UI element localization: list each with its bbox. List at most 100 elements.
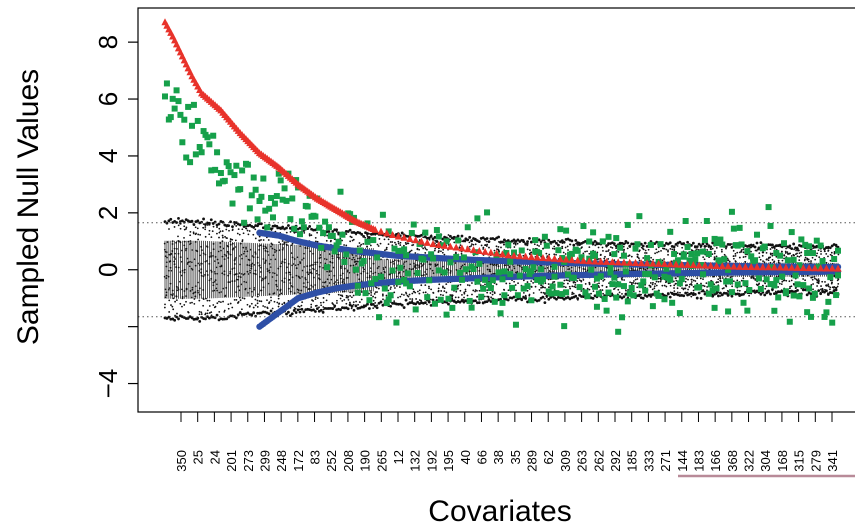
null-point bbox=[425, 248, 428, 251]
null-point bbox=[798, 259, 801, 262]
null-point bbox=[197, 281, 199, 284]
null-point bbox=[220, 291, 223, 293]
null-point bbox=[191, 261, 193, 264]
null-point bbox=[434, 263, 437, 266]
null-point bbox=[181, 249, 183, 252]
null-point bbox=[740, 279, 743, 282]
null-point bbox=[441, 265, 444, 268]
null-point bbox=[549, 271, 552, 273]
null-point bbox=[206, 245, 208, 248]
null-point bbox=[243, 273, 246, 275]
null-point bbox=[281, 225, 285, 229]
null-point bbox=[422, 247, 425, 250]
null-point bbox=[305, 286, 307, 289]
null-point bbox=[238, 233, 241, 236]
null-point bbox=[265, 247, 268, 250]
null-point bbox=[507, 289, 510, 292]
null-point bbox=[276, 301, 279, 304]
null-point bbox=[350, 296, 353, 299]
null-point bbox=[360, 291, 363, 293]
null-point bbox=[807, 258, 810, 261]
null-point bbox=[630, 283, 633, 286]
null-point bbox=[231, 242, 234, 245]
null-point bbox=[442, 286, 444, 289]
null-point bbox=[345, 257, 348, 260]
null-point bbox=[237, 285, 240, 288]
null-point bbox=[636, 269, 639, 271]
null-point bbox=[296, 256, 299, 259]
null-point bbox=[732, 249, 735, 252]
null-point bbox=[706, 286, 709, 288]
null-point bbox=[574, 286, 577, 289]
square-point bbox=[163, 80, 170, 87]
null-point bbox=[231, 238, 234, 241]
null-point bbox=[442, 248, 445, 251]
square-point bbox=[343, 251, 350, 258]
null-point bbox=[485, 300, 489, 304]
null-point bbox=[165, 261, 168, 264]
null-point bbox=[254, 269, 257, 272]
square-point bbox=[485, 281, 492, 288]
square-point bbox=[248, 192, 255, 199]
null-point bbox=[584, 268, 587, 271]
null-point bbox=[718, 291, 722, 295]
null-point bbox=[200, 245, 203, 248]
null-point bbox=[375, 286, 378, 289]
null-point bbox=[200, 268, 203, 271]
null-point bbox=[508, 282, 511, 285]
null-point bbox=[242, 225, 246, 229]
null-point bbox=[394, 287, 396, 289]
null-point bbox=[588, 246, 591, 249]
null-point bbox=[655, 248, 658, 251]
null-point bbox=[285, 231, 288, 234]
null-point bbox=[597, 258, 600, 260]
null-point bbox=[543, 301, 547, 305]
null-point bbox=[208, 299, 211, 302]
null-point bbox=[260, 300, 263, 303]
null-point bbox=[165, 291, 168, 294]
null-point bbox=[343, 298, 346, 301]
square-point bbox=[271, 200, 278, 207]
null-point bbox=[400, 303, 404, 307]
null-point bbox=[690, 295, 693, 298]
square-point bbox=[381, 285, 388, 292]
square-point bbox=[445, 295, 452, 302]
null-point bbox=[219, 301, 222, 303]
null-point bbox=[241, 272, 243, 275]
null-point bbox=[653, 285, 656, 288]
null-point bbox=[206, 259, 208, 262]
null-point bbox=[472, 243, 475, 246]
null-point bbox=[229, 238, 232, 241]
null-point bbox=[200, 262, 203, 265]
null-point bbox=[270, 296, 272, 299]
null-point bbox=[521, 268, 523, 271]
null-point bbox=[724, 291, 728, 295]
null-point bbox=[834, 288, 838, 292]
null-point bbox=[534, 270, 537, 273]
null-point bbox=[235, 278, 238, 281]
null-point bbox=[216, 272, 219, 275]
null-point bbox=[218, 310, 221, 313]
null-point bbox=[556, 243, 560, 247]
null-point bbox=[522, 279, 525, 282]
null-point bbox=[339, 297, 342, 300]
square-point bbox=[433, 227, 440, 234]
null-point bbox=[730, 294, 734, 298]
null-point bbox=[567, 268, 569, 271]
square-point bbox=[246, 205, 253, 212]
null-point bbox=[725, 285, 728, 288]
null-point bbox=[384, 249, 386, 252]
null-point bbox=[167, 269, 170, 272]
null-point bbox=[443, 290, 446, 293]
null-point bbox=[399, 286, 401, 288]
null-point bbox=[493, 263, 496, 266]
null-point bbox=[566, 282, 569, 285]
null-point bbox=[278, 241, 280, 244]
null-point bbox=[370, 267, 372, 269]
square-point bbox=[173, 87, 180, 94]
square-point bbox=[360, 258, 367, 265]
null-point bbox=[574, 281, 577, 284]
null-point bbox=[548, 270, 551, 272]
null-point bbox=[389, 261, 392, 264]
square-point bbox=[370, 237, 377, 244]
